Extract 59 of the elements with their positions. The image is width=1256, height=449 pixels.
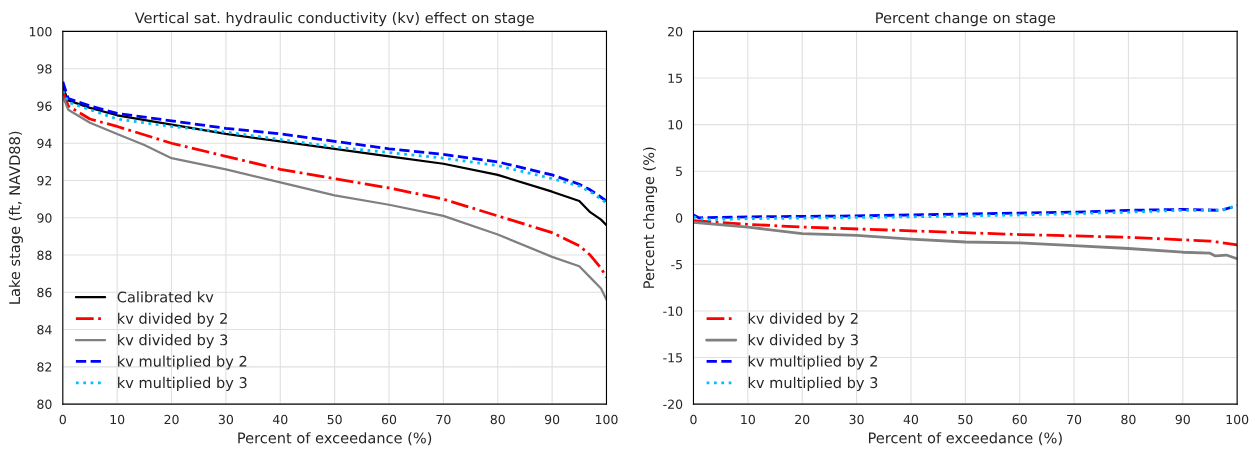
x-tick-label: 0 [690,414,697,425]
legend-label: kv multiplied by 3 [748,376,878,391]
y-tick-label: 86 [37,287,52,298]
x-tick-label: 10 [110,414,125,425]
x-tick-label: 100 [1226,414,1249,425]
x-tick-label: 90 [544,414,560,425]
y-tick-label: 98 [37,64,52,74]
y-tick-label: 88 [37,250,52,260]
y-tick-label: 92 [37,175,52,186]
y-tick-label: -5 [671,259,682,270]
x-tick-label: 20 [795,414,810,425]
x-axis-title: Percent of exceedance (%) [868,432,1062,446]
x-tick-label: 90 [1175,414,1190,425]
chart-title: Vertical sat. hydraulic conductivity (kv) effect on stage [134,12,534,27]
legend-label: Calibrated kv [117,291,214,303]
x-tick-label: 40 [272,414,288,425]
x-tick-label: 70 [436,414,451,425]
y-axis-title: Lake stage (ft, NAVD88) [8,131,23,304]
x-tick-label: 60 [1012,414,1027,425]
line-series [693,221,1238,261]
y-tick-label: -10 [663,306,683,316]
legend-label: kv multiplied by 2 [748,355,877,370]
y-tick-label: 100 [29,26,52,37]
x-tick-label: 50 [958,414,973,425]
y-tick-label: 82 [37,362,52,372]
chart-title: Percent change on stage [876,12,1056,27]
y-tick-label: 5 [676,166,682,177]
legend-label: kv multiplied by 2 [118,355,247,370]
y-tick-label: 84 [37,325,52,335]
y-tick-label: 96 [37,101,52,111]
legend-label: kv divided by 3 [748,334,858,349]
y-tick-label: 90 [37,213,52,223]
x-tick-label: 50 [327,414,342,425]
y-tick-label: 10 [668,120,683,130]
x-tick-label: 30 [849,414,864,425]
y-axis-title: Percent change (%) [642,147,658,288]
x-tick-label: 10 [741,414,755,425]
legend-label: kv divided by 3 [118,334,228,349]
y-tick-label: -20 [663,399,683,410]
x-tick-label: 0 [59,414,66,425]
legend-label: kv divided by 2 [118,312,227,327]
legend-label: kv multiplied by 3 [118,376,247,391]
y-tick-label: 15 [668,73,682,83]
y-tick-label: -15 [663,353,682,363]
x-tick-label: 70 [1067,414,1082,425]
x-tick-label: 80 [1121,414,1136,425]
x-tick-label: 80 [490,414,505,425]
y-tick-label: 80 [37,399,52,410]
x-tick-label: 60 [381,414,397,425]
line-series [693,219,1238,247]
x-axis-title: Percent of exceedance (%) [238,432,432,446]
legend-label: kv divided by 2 [748,312,858,327]
x-tick-label: 40 [903,414,919,425]
x-tick-label: 30 [218,414,234,425]
x-tick-label: 100 [595,414,618,425]
x-tick-label: 20 [164,414,179,425]
y-tick-label: 94 [37,138,52,149]
y-tick-label: 0 [675,213,683,223]
y-tick-label: 20 [668,26,683,37]
